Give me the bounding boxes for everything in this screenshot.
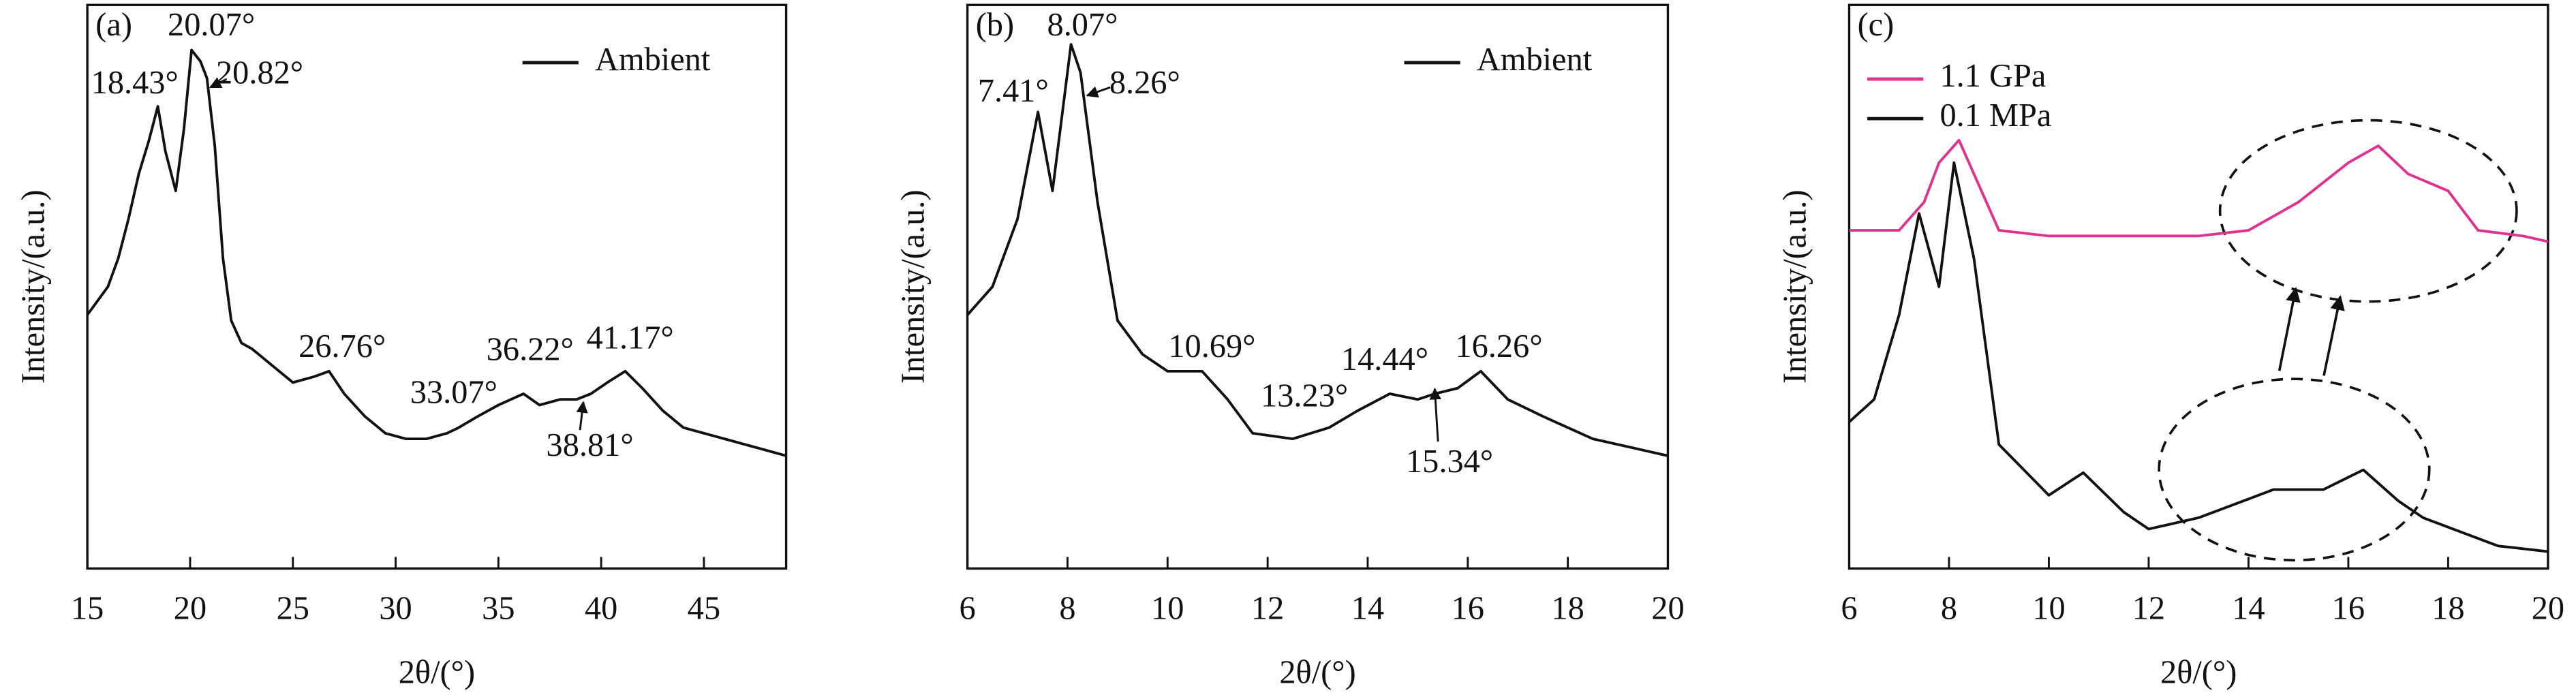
peak-label: 36.22° — [487, 332, 574, 368]
data-line — [966, 43, 1668, 457]
x-tick-label: 8 — [1941, 590, 1957, 626]
data-line — [1849, 138, 2549, 243]
peak-label: 18.43° — [91, 65, 179, 101]
highlight-ellipse — [2158, 377, 2431, 562]
peak-label: 10.69° — [1168, 328, 1255, 365]
x-tick-label: 20 — [1651, 590, 1684, 626]
x-tick-label: 20 — [2532, 590, 2564, 626]
x-tick-label: 25 — [277, 590, 309, 626]
peak-label: 16.26° — [1455, 328, 1542, 365]
x-tick-label: 8 — [1059, 590, 1075, 626]
peak-arrow — [1086, 86, 1111, 98]
peak-arrow — [576, 401, 588, 431]
x-tick-label: 35 — [482, 590, 515, 626]
peak-label: 38.81° — [547, 427, 634, 463]
y-axis-label: Intensity/(a.u.) — [895, 189, 932, 384]
x-tick-label: 6 — [960, 590, 976, 626]
x-tick-label: 15 — [71, 590, 104, 626]
ellipses — [2158, 119, 2518, 562]
panel-label: (b) — [976, 7, 1014, 43]
arrow — [2278, 287, 2301, 371]
x-axis-label: 2θ/(°) — [1279, 655, 1355, 691]
peak-label: 7.41° — [978, 73, 1049, 109]
x-tick-label: 20 — [174, 590, 206, 626]
peak-arrow — [209, 77, 228, 89]
peak-label: 20.07° — [168, 7, 255, 43]
x-tick-label: 14 — [1351, 590, 1384, 626]
data-line — [86, 48, 787, 457]
legend-label: Ambient — [1477, 42, 1593, 78]
peak-label: 13.23° — [1261, 377, 1348, 414]
arrow — [2322, 295, 2345, 376]
peak-label: 14.44° — [1341, 341, 1428, 377]
x-axis-label: 2θ/(°) — [2160, 655, 2237, 691]
plot-frame — [1847, 3, 2549, 570]
x-tick-label: 12 — [1251, 590, 1284, 626]
peak-label: 41.17° — [587, 320, 674, 356]
legend-label: 0.1 MPa — [1939, 97, 2051, 134]
x-tick-label: 14 — [2232, 590, 2265, 626]
plot-frame — [966, 3, 1670, 570]
x-tick-label: 18 — [1551, 590, 1584, 626]
x-tick-label: 18 — [2432, 590, 2464, 626]
x-tick-label: 30 — [379, 590, 412, 626]
x-tick-label: 10 — [1151, 590, 1184, 626]
legend-label: 1.1 GPa — [1939, 58, 2046, 94]
y-axis-label: Intensity/(a.u.) — [1777, 189, 1813, 384]
y-axis-label: Intensity/(a.u.) — [15, 189, 51, 384]
data-line — [1848, 161, 2549, 553]
x-tick-label: 12 — [2132, 590, 2165, 626]
x-tick-label: 16 — [2332, 590, 2365, 626]
x-tick-label: 6 — [1841, 590, 1857, 626]
peak-label: 26.76° — [298, 328, 386, 365]
x-axis-label: 2θ/(°) — [399, 655, 475, 691]
peak-arrow — [1429, 388, 1441, 442]
x-tick-label: 10 — [2032, 590, 2065, 626]
legend-label: Ambient — [595, 42, 711, 78]
peak-label: 8.26° — [1109, 65, 1180, 101]
panel-label: (a) — [95, 7, 132, 43]
peak-label: 15.34° — [1406, 444, 1493, 480]
peak-label: 33.07° — [410, 375, 497, 411]
x-tick-label: 40 — [585, 590, 617, 626]
panel-label: (c) — [1858, 7, 1895, 43]
plot-frame — [86, 3, 788, 570]
peak-label: 8.07° — [1047, 7, 1118, 43]
x-tick-label: 45 — [688, 590, 720, 626]
x-tick-label: 16 — [1452, 590, 1484, 626]
peak-label: 20.82° — [216, 55, 303, 91]
highlight-ellipse — [2218, 119, 2518, 303]
